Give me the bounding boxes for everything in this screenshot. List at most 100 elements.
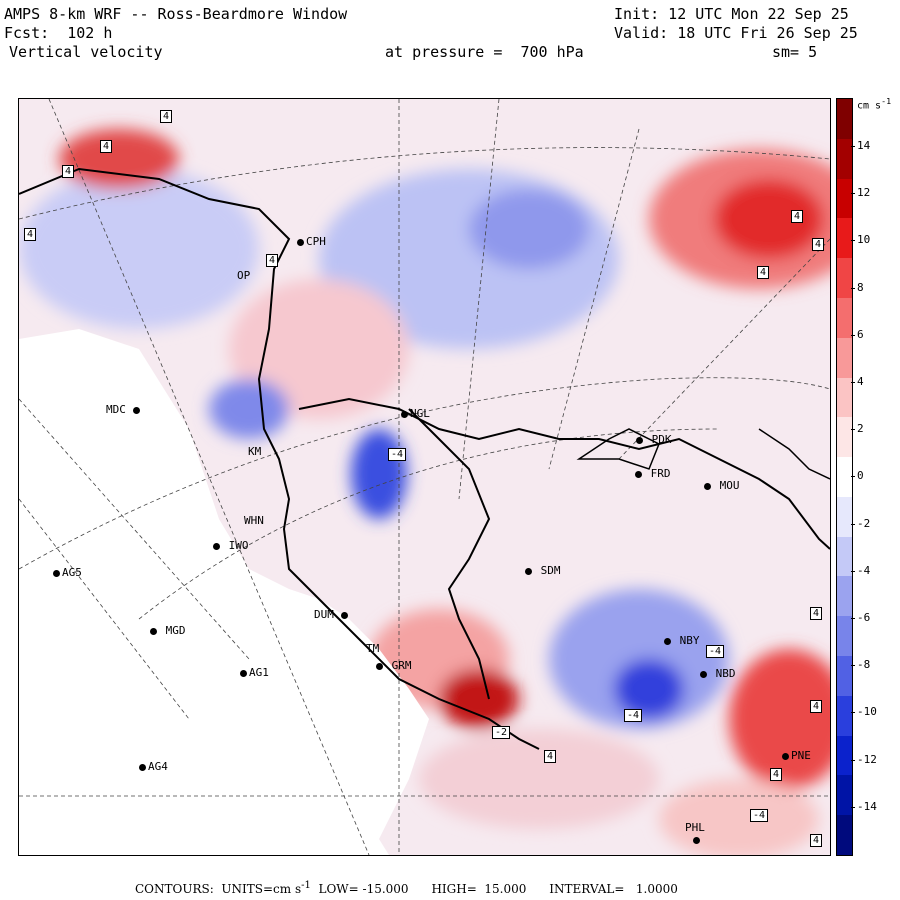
colorbar-tick-label: 12 <box>857 186 871 200</box>
colorbar-tick-mark <box>851 476 855 478</box>
colorbar-tick-label: -6 <box>857 611 871 624</box>
station-iwo: IWO <box>213 540 249 552</box>
pressure-level: at pressure = 700 hPa <box>385 43 584 61</box>
station-dot <box>693 836 700 844</box>
station-dot <box>664 637 671 645</box>
station-dot <box>704 482 711 490</box>
ice-shelf-mask <box>19 329 429 855</box>
colorbar-band <box>837 496 852 538</box>
contour-label: -4 <box>750 809 769 822</box>
colorbar-tick-mark <box>851 806 855 808</box>
colorbar-tick-mark <box>851 523 855 525</box>
colorbar-tick-mark <box>851 759 855 761</box>
colorbar-band <box>837 297 852 339</box>
colorbar-tick-label: -10 <box>857 705 877 719</box>
colorbar-tick-label: -2 <box>857 516 871 530</box>
station-grm: GRM <box>376 660 412 672</box>
contour-label: 4 <box>62 165 75 178</box>
contour-label: 4 <box>770 768 783 781</box>
station-dot <box>635 470 642 478</box>
colorbar-tick-mark <box>851 665 855 667</box>
station-dot <box>213 542 220 550</box>
station-dot <box>782 752 789 760</box>
station-dot <box>150 627 157 635</box>
colorbar-tick-label: 0 <box>857 469 864 483</box>
colorbar-tick-label: 4 <box>857 375 864 388</box>
coastline <box>19 167 830 750</box>
colorbar-tick-mark <box>851 429 855 431</box>
model-title: AMPS 8-km WRF -- Ross-Beardmore Window <box>4 5 348 23</box>
vertical-velocity-map <box>18 98 831 856</box>
station-pne: PNE <box>782 750 811 762</box>
station-dot <box>401 410 408 418</box>
station-ag1: AG1 <box>240 667 269 679</box>
valid-time: Valid: 18 UTC Fri 26 Sep 25 <box>614 24 858 42</box>
colorbar-tick-label: 10 <box>857 233 871 247</box>
station-dum: DUM <box>314 609 350 621</box>
graticule <box>19 99 830 855</box>
station-dot <box>139 763 146 771</box>
colorbar-band <box>837 695 852 737</box>
contour-label: 4 <box>24 228 37 241</box>
contour-label: 4 <box>810 607 823 620</box>
station-ag5: AG5 <box>53 567 82 579</box>
contour-label: 4 <box>544 750 557 763</box>
colorbar-tick-mark <box>851 240 855 242</box>
contour-label: -2 <box>492 726 511 739</box>
smoothing-value: sm= 5 <box>772 43 818 61</box>
colorbar-band <box>837 576 852 617</box>
colorbar-tick-label: -8 <box>857 658 871 672</box>
colorbar-tick-mark <box>851 287 855 289</box>
station-pdk: PDK <box>636 434 672 446</box>
station-phl: PHL <box>685 822 705 846</box>
station-whn: WHN <box>244 514 264 527</box>
contour-label: -4 <box>706 645 725 658</box>
map-field <box>19 99 830 855</box>
colorbar-tick-mark <box>851 382 855 383</box>
station-dot <box>297 238 304 246</box>
colorbar-band <box>837 616 852 657</box>
contour-label: 4 <box>812 238 825 251</box>
colorbar-tick-mark <box>851 146 855 147</box>
contour-label: 4 <box>810 700 823 713</box>
station-frd: FRD <box>635 468 671 480</box>
station-nbd: NBD <box>700 668 736 680</box>
colorbar-tick-label: 14 <box>857 139 871 152</box>
station-dot <box>53 569 60 577</box>
station-mou: MOU <box>704 480 740 492</box>
colorbar-tick-label: 8 <box>857 280 864 294</box>
station-tm: TM <box>366 642 380 655</box>
station-dot <box>340 611 348 619</box>
init-time: Init: 12 UTC Mon 22 Sep 25 <box>614 5 849 23</box>
colorbar-band <box>837 218 852 259</box>
contour-label: 4 <box>100 140 113 153</box>
contour-label: 4 <box>757 266 770 279</box>
colorbar-band <box>837 258 852 299</box>
field-blobs <box>19 129 830 855</box>
colorbar-band <box>837 775 852 816</box>
colorbar-tick-label: 2 <box>857 422 864 436</box>
station-dot <box>240 669 247 677</box>
station-dot <box>132 406 140 414</box>
colorbar-units: cm s-1 <box>857 96 892 112</box>
station-ngl: NGL <box>401 408 430 420</box>
station-dot <box>700 670 707 678</box>
contour-label: 4 <box>791 210 804 223</box>
colorbar-tick-mark <box>851 193 855 195</box>
station-sdm: SDM <box>525 565 561 577</box>
station-cph: CPH <box>297 236 326 248</box>
colorbar-band <box>837 735 852 776</box>
colorbar-band <box>837 656 852 697</box>
station-ag4: AG4 <box>139 761 168 773</box>
station-km: KM <box>248 445 262 458</box>
forecast-hour: Fcst: 102 h <box>4 24 113 42</box>
colorbar-band <box>837 178 852 219</box>
station-dot <box>525 567 532 575</box>
contour-label: -4 <box>388 448 407 461</box>
station-nby: NBY <box>664 635 700 647</box>
colorbar-tick-label: 6 <box>857 327 864 341</box>
contour-label: -4 <box>624 709 643 722</box>
contour-footer: CONTOURS: UNITS=cm s-1 LOW= -15.000 HIGH… <box>135 880 678 896</box>
station-dot <box>376 662 383 670</box>
colorbar-tick-mark <box>851 618 855 619</box>
